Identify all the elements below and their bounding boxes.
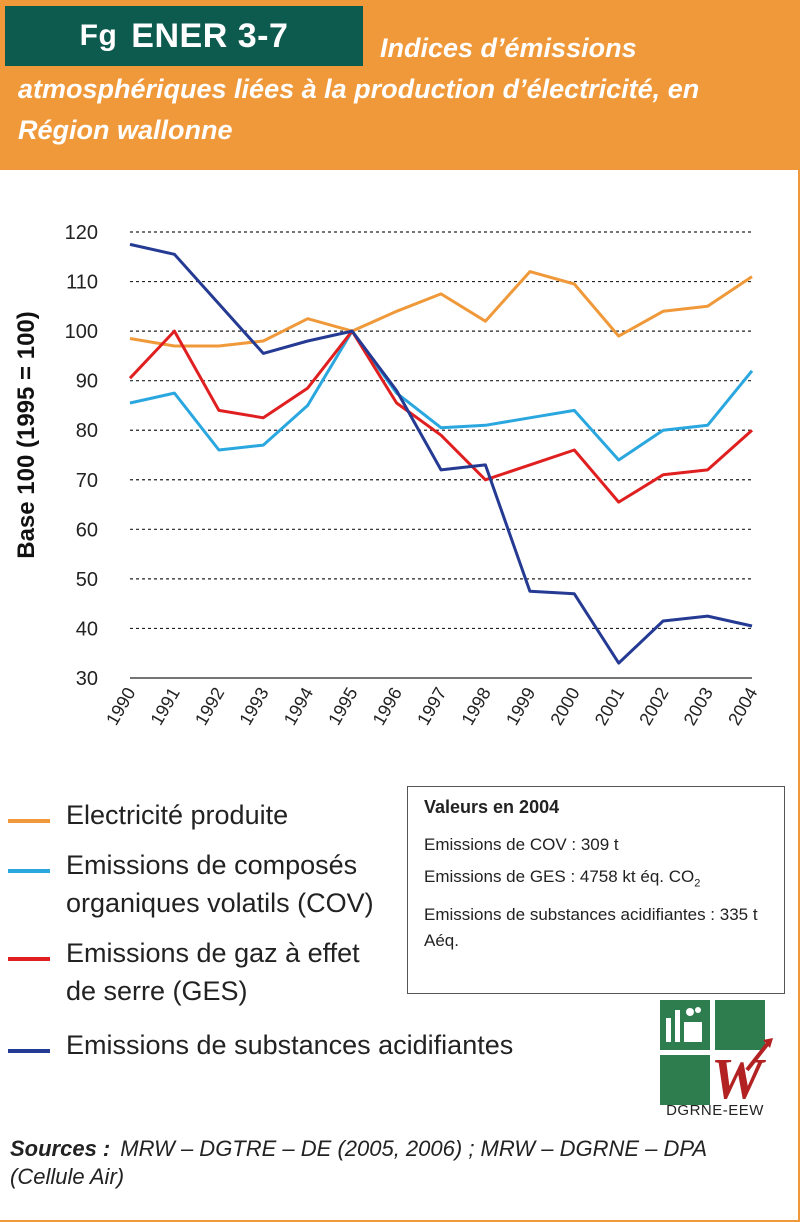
x-tick-label-1993: 1993	[235, 684, 272, 729]
y-tick-label-80: 80	[76, 420, 98, 442]
y-tick-label-100: 100	[65, 321, 98, 343]
x-tick-label-1994: 1994	[280, 684, 317, 729]
legend-label-ges: Emissions de gaz à effet de serre (GES)	[66, 938, 360, 1006]
sources-text: MRW – DGTRE – DE (2005, 2006) ; MRW – DG…	[10, 1136, 707, 1189]
legend-label-acidifiantes: Emissions de substances acidifiantes	[66, 1030, 514, 1060]
x-tick-label-1998: 1998	[458, 684, 495, 729]
y-axis-label: Base 100 (1995 = 100)	[13, 311, 40, 559]
dgrne-eew-logo: W DGRNE-EEW	[655, 1000, 775, 1130]
sources-label: Sources :	[10, 1136, 111, 1161]
y-tick-label-30: 30	[76, 668, 98, 690]
figure-title: Indices d’émissions atmosphériques liées…	[18, 33, 700, 145]
x-tick-label-1995: 1995	[324, 684, 361, 729]
y-tick-label-50: 50	[76, 569, 98, 591]
logo-square-bottom-left	[660, 1055, 710, 1105]
x-tick-label-2000: 2000	[546, 684, 583, 729]
values-ges-text: Emissions de GES : 4758 kt éq. CO	[424, 867, 695, 886]
x-tick-label-1997: 1997	[413, 684, 450, 729]
x-tick-label-1999: 1999	[502, 684, 539, 729]
logo-square-top-left	[660, 1000, 710, 1050]
figure-code-box: Fg ENER 3-7	[5, 6, 363, 66]
y-tick-label-120: 120	[65, 222, 98, 244]
values-ges-subscript: 2	[694, 877, 701, 890]
values-cov: Emissions de COV : 309 t	[424, 835, 619, 854]
values-2004-box: Valeurs en 2004 Emissions de COV : 309 t…	[407, 786, 785, 994]
values-ges: Emissions de GES : 4758 kt éq. CO2	[424, 864, 768, 896]
logo-square-top-right	[715, 1000, 765, 1050]
x-tick-label-2001: 2001	[591, 684, 628, 729]
legend-item-electricite: Electricité produite	[8, 796, 396, 834]
x-tick-label-1990: 1990	[102, 684, 139, 729]
legend-swatch-cov	[8, 869, 50, 873]
legend-label-cov: Emissions de composés organiques volatil…	[66, 850, 374, 918]
logo-w-arrow-icon: W	[711, 1038, 773, 1105]
figure-prefix: Fg	[79, 19, 118, 52]
x-tick-label-2003: 2003	[680, 684, 717, 729]
x-tick-label-2004: 2004	[724, 684, 761, 729]
legend-item-acidifiantes: Emissions de substances acidifiantes	[8, 1026, 546, 1064]
y-tick-label-40: 40	[76, 618, 98, 640]
legend-item-ges: Emissions de gaz à effet de serre (GES)	[8, 934, 396, 1010]
y-tick-label-70: 70	[76, 470, 98, 492]
legend-swatch-electricite	[8, 819, 50, 823]
y-tick-label-90: 90	[76, 371, 98, 393]
x-tick-label-1992: 1992	[191, 684, 228, 729]
values-box-title: Valeurs en 2004	[424, 797, 560, 817]
legend-swatch-acidifiantes	[8, 1049, 50, 1053]
y-tick-label-110: 110	[66, 272, 98, 294]
x-tick-label-1996: 1996	[369, 684, 406, 729]
series-line-2	[128, 329, 753, 504]
factory-icon	[666, 1007, 702, 1042]
figure-code: ENER 3-7	[131, 16, 289, 55]
series-line-3	[129, 242, 753, 665]
series-line-0	[129, 270, 753, 348]
sources-note: Sources : MRW – DGTRE – DE (2005, 2006) ;…	[10, 1135, 780, 1191]
legend-label-electricite: Electricité produite	[66, 800, 289, 830]
x-tick-label-1991: 1991	[147, 684, 184, 729]
legend-swatch-ges	[8, 957, 50, 961]
legend-item-cov: Emissions de composés organiques volatil…	[8, 846, 396, 922]
x-tick-label-2002: 2002	[635, 684, 672, 729]
series-line-1	[129, 329, 754, 462]
y-tick-label-60: 60	[76, 519, 98, 541]
values-acidifiantes: Emissions de substances acidifiantes : 3…	[424, 905, 758, 951]
logo-caption: DGRNE-EEW	[666, 1102, 764, 1119]
